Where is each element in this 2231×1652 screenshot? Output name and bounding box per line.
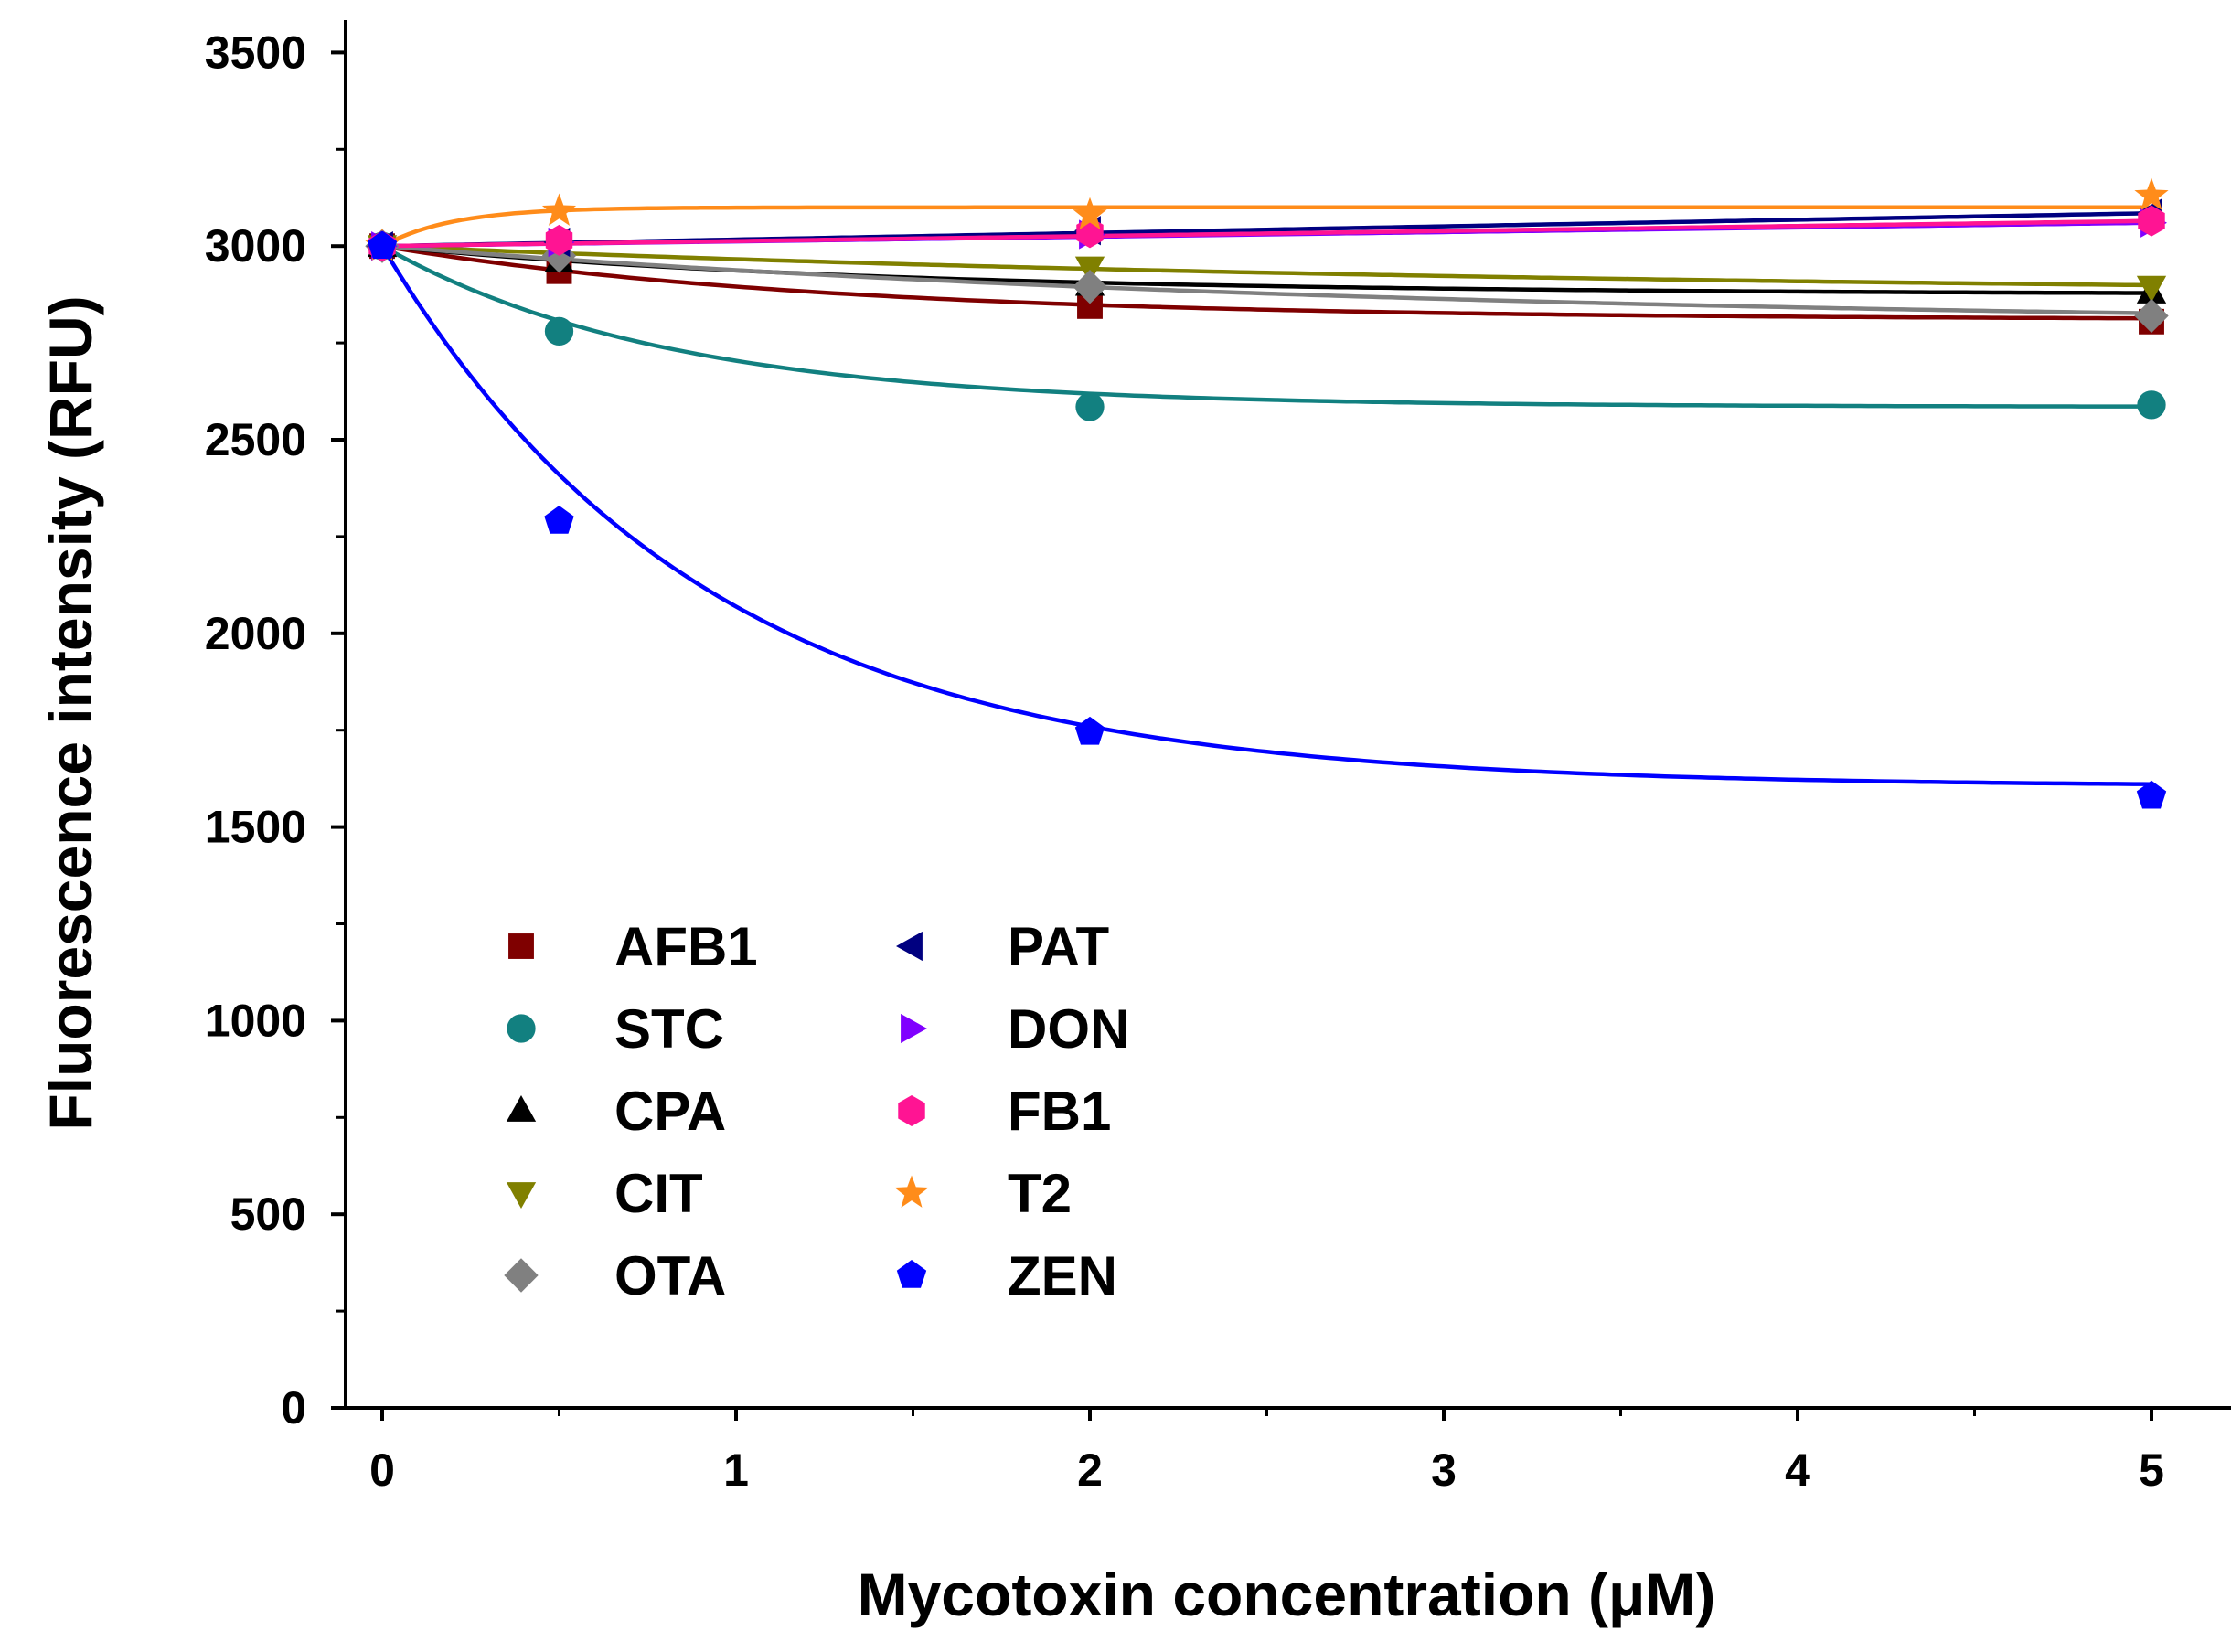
data-point-zen [1074, 716, 1105, 745]
data-point-cit [2136, 275, 2167, 303]
y-tick-label: 2500 [205, 414, 306, 465]
data-point-zen [544, 505, 574, 534]
y-tick-label: 3500 [205, 27, 306, 78]
data-point-ota [1073, 269, 1107, 304]
legend-marker-cit [506, 1182, 537, 1209]
axes [344, 20, 2231, 1410]
fit-curve-t2 [380, 205, 2151, 249]
data-point-fb1 [2138, 205, 2165, 237]
y-tick-label: 2000 [205, 608, 306, 659]
fit-curve-ota [381, 243, 2152, 315]
legend-label-t2: T2 [1008, 1163, 1072, 1224]
fit-curve-zen [380, 245, 2152, 786]
x-tick-label: 0 [369, 1444, 395, 1496]
y-tick-label: 500 [230, 1188, 306, 1240]
legend: AFB1 STC CPA CIT OTA PAT DON FB1 T2 ZEN [504, 916, 1129, 1306]
legend-label-cpa: CPA [614, 1081, 726, 1142]
legend-label-ota: OTA [614, 1245, 726, 1306]
x-tick-label: 2 [1077, 1444, 1103, 1496]
data-point-t2 [2134, 177, 2169, 210]
x-tick-label: 4 [1785, 1444, 1810, 1496]
y-tick-label: 1500 [205, 802, 306, 853]
data-point-ota [2134, 298, 2169, 334]
legend-marker-t2 [894, 1175, 929, 1208]
data-point-zen [2136, 780, 2167, 809]
legend-label-cit: CIT [614, 1163, 703, 1224]
fit-curve-cpa [381, 243, 2152, 295]
y-tick-label: 3000 [205, 220, 306, 272]
legend-marker-zen [896, 1260, 927, 1288]
data-points [365, 177, 2169, 809]
y-tick-label: 0 [281, 1382, 306, 1434]
x-axis-title: Mycotoxin concentration (μM) [858, 1561, 1716, 1628]
data-point-stc [544, 316, 574, 346]
legend-marker-pat [896, 931, 923, 962]
ticks: 0 1 2 3 4 5 0 500 1000 1500 2000 2500 3000 3500 [205, 27, 2164, 1496]
legend-label-zen: ZEN [1008, 1245, 1117, 1306]
fit-curves [380, 205, 2152, 786]
legend-marker-afb1 [508, 933, 534, 959]
fit-curve-stc [380, 244, 2152, 409]
data-point-fb1 [545, 224, 573, 256]
legend-label-pat: PAT [1008, 916, 1109, 977]
legend-label-stc: STC [614, 998, 724, 1060]
legend-label-don: DON [1008, 998, 1129, 1060]
legend-marker-don [901, 1013, 927, 1044]
legend-label-fb1: FB1 [1008, 1081, 1111, 1142]
data-point-stc [2137, 390, 2166, 420]
fit-curve-afb1 [381, 243, 2151, 321]
y-axis-title: Fluorescence intensity (RFU) [37, 295, 104, 1130]
legend-label-afb1: AFB1 [614, 916, 758, 977]
legend-marker-ota [504, 1258, 539, 1293]
fit-curve-fb1 [381, 218, 2152, 249]
data-point-t2 [1073, 197, 1107, 230]
legend-marker-stc [507, 1014, 536, 1043]
x-tick-label: 5 [2139, 1444, 2164, 1496]
x-tick-label: 1 [723, 1444, 749, 1496]
x-tick-label: 3 [1431, 1444, 1457, 1496]
data-point-t2 [541, 193, 577, 226]
legend-marker-fb1 [898, 1095, 925, 1126]
fit-curve-cit [381, 243, 2152, 288]
legend-marker-cpa [506, 1095, 537, 1122]
data-point-zen [367, 230, 398, 259]
data-point-stc [1075, 392, 1105, 421]
y-tick-label: 1000 [205, 995, 306, 1046]
